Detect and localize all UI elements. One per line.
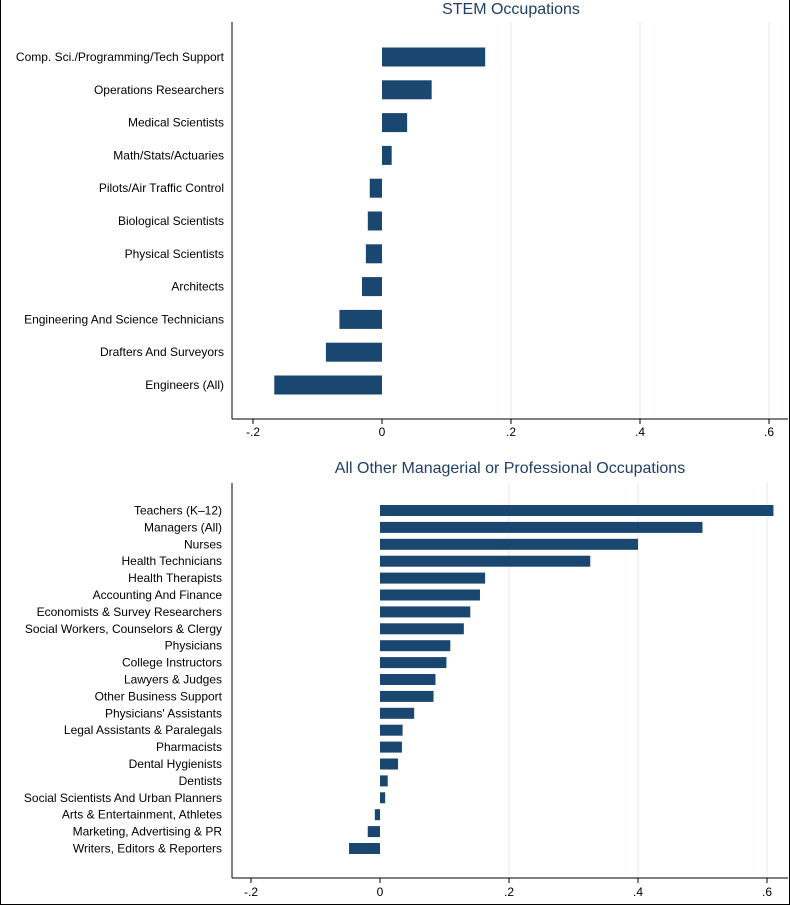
x-tick-label: .2 (506, 425, 516, 439)
bar (380, 674, 436, 685)
bar (382, 80, 432, 100)
category-label: Other Business Support (95, 689, 223, 703)
bar (274, 375, 382, 395)
bar (380, 657, 447, 669)
category-label: Physical Scientists (125, 247, 224, 261)
bar (380, 792, 386, 804)
category-label: Health Technicians (121, 554, 222, 568)
category-label: Comp. Sci./Programming/Tech Support (16, 50, 225, 64)
category-label: Engineers (All) (145, 378, 224, 392)
category-label: Physicians' Assistants (105, 706, 222, 720)
category-label: Legal Assistants & Paralegals (64, 723, 222, 737)
x-tick-label: .4 (635, 425, 645, 439)
category-label: Social Workers, Counselors & Clergy (25, 622, 222, 636)
bar (325, 342, 382, 362)
bar (382, 113, 408, 133)
x-tick-label: 0 (377, 885, 384, 899)
category-label: Engineering And Science Technicians (24, 312, 224, 326)
chart-title: STEM Occupations (442, 1, 580, 18)
category-label: College Instructors (122, 656, 222, 670)
category-label: Lawyers & Judges (124, 673, 222, 687)
category-label: Social Scientists And Urban Planners (24, 791, 222, 805)
category-label: Writers, Editors & Reporters (73, 842, 222, 856)
bar (339, 309, 382, 329)
category-label: Drafters And Surveyors (100, 345, 224, 359)
category-label: Medical Scientists (128, 116, 224, 130)
x-tick-label: -.2 (244, 885, 258, 899)
category-label: Health Therapists (128, 571, 222, 585)
chart-panel-2: All Other Managerial or Professional Occ… (24, 460, 788, 899)
category-label: Accounting And Finance (93, 588, 223, 602)
category-label: Arts & Entertainment, Athletes (62, 808, 222, 822)
bar (380, 606, 471, 618)
bar (382, 145, 392, 165)
x-tick-label: .2 (504, 885, 514, 899)
category-label: Pilots/Air Traffic Control (99, 181, 224, 195)
bar (380, 623, 464, 635)
bar (380, 690, 434, 702)
x-tick-label: .6 (762, 885, 772, 899)
bar (374, 809, 380, 821)
bar (380, 521, 703, 533)
bar (380, 724, 403, 736)
chart-panel-1: STEM Occupations -.2 0 .2 .4 .6 Comp. Sci./Pro… (16, 1, 788, 439)
bar (380, 758, 399, 770)
bar (380, 589, 480, 601)
x-tick-label: -.2 (246, 425, 260, 439)
category-label: Pharmacists (156, 740, 222, 754)
bar (380, 640, 451, 652)
category-label: Operations Researchers (94, 83, 224, 97)
bar (367, 211, 382, 231)
bar (380, 775, 388, 787)
x-tick-label: .4 (633, 885, 643, 899)
bar (369, 178, 382, 198)
category-label: Physicians (165, 639, 222, 653)
category-label: Dental Hygienists (129, 757, 222, 771)
category-label: Nurses (184, 537, 222, 551)
bar (380, 741, 402, 753)
category-label: Economists & Survey Researchers (37, 605, 222, 619)
x-tick-label: 0 (379, 425, 386, 439)
bar (367, 826, 380, 838)
x-tick-label: .6 (764, 425, 774, 439)
bar (362, 277, 382, 297)
category-label: Teachers (K–12) (134, 504, 222, 518)
category-label: Architects (171, 280, 224, 294)
bar (380, 707, 415, 719)
bar (349, 843, 380, 854)
chart-title: All Other Managerial or Professional Occ… (335, 460, 685, 477)
bar (380, 555, 591, 567)
category-label: Biological Scientists (118, 214, 224, 228)
bar (382, 47, 486, 67)
category-label: Math/Stats/Actuaries (113, 148, 224, 162)
category-label: Managers (All) (144, 520, 222, 534)
bar (380, 505, 774, 516)
category-label: Marketing, Advertising & PR (73, 825, 223, 839)
bar (380, 538, 638, 550)
bar (365, 244, 382, 264)
category-label: Dentists (179, 774, 222, 788)
bar (380, 572, 486, 584)
